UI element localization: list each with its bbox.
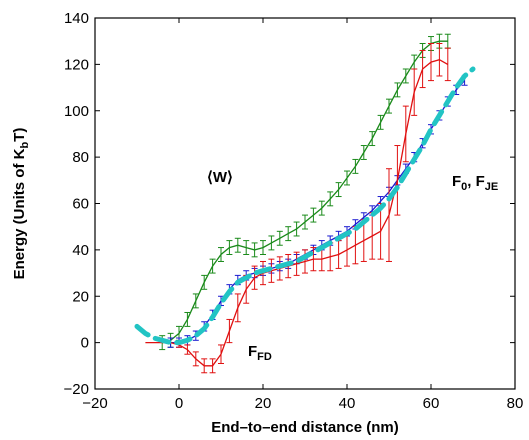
x-tick-label: 0 (175, 395, 183, 412)
y-tick-label: 100 (64, 103, 89, 120)
annotation-w: ⟨W⟩ (207, 169, 233, 186)
y-tick-label: 80 (72, 149, 89, 166)
x-axis-label: End–to–end distance (nm) (211, 419, 399, 436)
annotation-f0-fje: F0, FJE (452, 173, 498, 193)
series-layer (134, 33, 476, 374)
annotation-fje-sub: JE (485, 181, 498, 193)
y-axis-label-sub: b (19, 142, 31, 149)
y-tick-label: 120 (64, 56, 89, 73)
tick-layer: −20 0 20 40 60 80 −20 0 20 40 60 80 100 120 140 (64, 10, 524, 412)
series-f0-line (134, 66, 476, 346)
x-tick-label: −20 (82, 395, 107, 412)
annotation-f0-main: F (452, 173, 461, 190)
y-axis-label-main: Energy (Units of K (11, 148, 28, 279)
series-ffd (145, 43, 451, 374)
annotation-fje-main: , F (467, 173, 485, 190)
y-axis-label-tail: T) (11, 128, 28, 142)
x-tick-label: 40 (339, 395, 356, 412)
y-tick-label: 140 (64, 10, 89, 27)
y-tick-label: −20 (64, 381, 89, 398)
y-tick-label: 0 (81, 335, 89, 352)
annotation-ffd-sub: FD (257, 351, 272, 363)
y-axis-label: Energy (Units of KbT) (11, 128, 31, 280)
x-tick-label: 60 (423, 395, 440, 412)
y-tick-label: 60 (72, 196, 89, 213)
annotation-f0-sub: 0 (461, 181, 467, 193)
x-tick-label: 20 (255, 395, 272, 412)
annotation-ffd: FFD (248, 343, 272, 363)
x-tick-label: 80 (507, 395, 524, 412)
series-f0 (134, 66, 476, 346)
annotation-ffd-main: F (248, 343, 257, 360)
y-tick-label: 40 (72, 242, 89, 259)
y-tick-label: 20 (72, 288, 89, 305)
